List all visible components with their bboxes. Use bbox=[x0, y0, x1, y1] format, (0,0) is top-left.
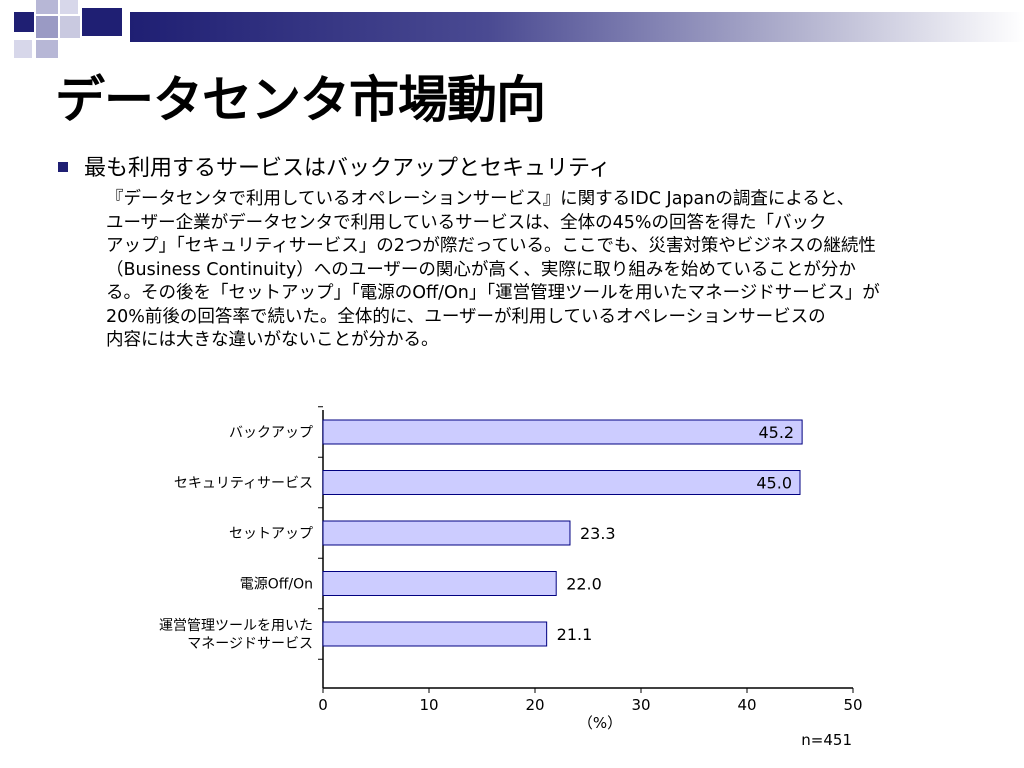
header-decor-square bbox=[60, 0, 78, 14]
paragraph-line: 内容には大きな違いがないことが分かる。 bbox=[106, 330, 439, 350]
header-gradient-bar bbox=[130, 12, 1024, 42]
slide-title: データセンタ市場動向 bbox=[55, 71, 546, 129]
bar bbox=[322, 621, 548, 647]
header-decor-square bbox=[60, 16, 80, 38]
header-decor-square bbox=[14, 12, 34, 32]
x-tick-label: 50 bbox=[843, 696, 862, 714]
header-decor-square bbox=[36, 0, 58, 14]
x-axis-label: （%） bbox=[578, 714, 622, 732]
x-tick-label: 20 bbox=[525, 696, 544, 714]
paragraph-line: る。その後を「セットアップ」「電源のOff/On」「運営管理ツールを用いたマネー… bbox=[106, 283, 880, 303]
header-decor-square bbox=[36, 40, 58, 58]
x-tick-label: 10 bbox=[419, 696, 438, 714]
category-label: 運営管理ツールを用いた bbox=[159, 618, 313, 634]
paragraph-line: 20%前後の回答率で続いた。全体的に、ユーザーが利用しているオペレーションサービ… bbox=[106, 306, 826, 327]
paragraph-line: アップ」「セキュリティサービス」の2つが際だっている。ここでも、災害対策やビジネ… bbox=[106, 236, 876, 256]
category-label: バックアップ bbox=[229, 425, 313, 441]
paragraph-line: （Business Continuity）へのユーザーの関心が高く、実際に取り組… bbox=[106, 259, 856, 280]
header-decor-square bbox=[14, 40, 32, 58]
paragraph-line: 『データセンタで利用しているオペレーションサービス』に関するIDC Japanの… bbox=[106, 189, 855, 209]
bullet-item: 最も利用するサービスはバックアップとセキュリティ bbox=[58, 150, 611, 182]
bar-value-label: 45.2 bbox=[758, 423, 794, 442]
bar bbox=[322, 419, 803, 445]
header-decor-square bbox=[36, 16, 58, 38]
paragraph-line: ユーザー企業がデータセンタで利用しているサービスは、全体の45%の回答を得た「バ… bbox=[106, 212, 827, 233]
category-label: 電源Off/On bbox=[240, 577, 313, 593]
bar-value-label: 22.0 bbox=[566, 575, 602, 594]
bar-value-label: 21.1 bbox=[557, 625, 593, 644]
header-decor-square bbox=[82, 8, 122, 36]
bar-value-label: 23.3 bbox=[580, 524, 616, 543]
x-tick-label: 30 bbox=[631, 696, 650, 714]
category-label: セキュリティサービス bbox=[174, 476, 313, 492]
sample-size-note: n=451 bbox=[801, 731, 852, 749]
x-tick-label: 0 bbox=[318, 696, 328, 714]
bullet-text: 最も利用するサービスはバックアップとセキュリティ bbox=[84, 156, 611, 181]
description-paragraph: 『データセンタで利用しているオペレーションサービス』に関するIDC Japanの… bbox=[106, 188, 986, 353]
x-tick-label: 40 bbox=[737, 696, 756, 714]
bullet-square-icon bbox=[58, 162, 68, 172]
category-label: セットアップ bbox=[229, 526, 313, 542]
bar bbox=[322, 520, 571, 546]
bar bbox=[322, 470, 801, 495]
category-label: マネージドサービス bbox=[187, 636, 313, 652]
bar bbox=[322, 571, 557, 596]
bar-value-label: 45.0 bbox=[756, 474, 792, 493]
